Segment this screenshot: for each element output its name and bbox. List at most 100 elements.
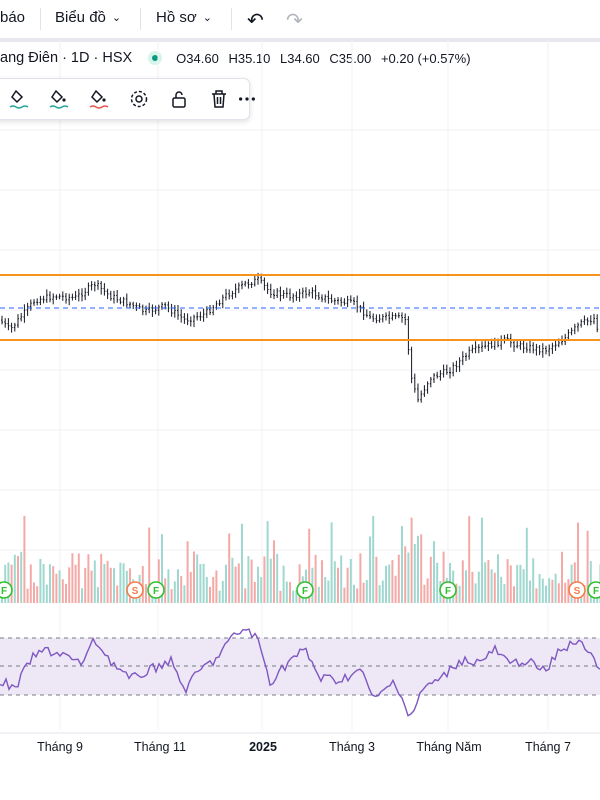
event-marker-circle	[587, 581, 600, 599]
volume-bar	[477, 571, 480, 603]
volume-bar	[503, 584, 506, 603]
volume-bar	[493, 572, 496, 603]
alerts-button[interactable]: báo	[0, 9, 25, 26]
settings-icon[interactable]	[125, 85, 153, 113]
volume-bar	[388, 564, 391, 603]
volume-bar	[122, 563, 125, 603]
time-axis-label: Tháng 9	[37, 740, 83, 754]
volume-bar	[276, 553, 279, 603]
volume-bar	[106, 560, 109, 603]
volume-bar	[52, 566, 55, 603]
volume-bar	[247, 556, 250, 603]
volume-bar	[561, 551, 563, 603]
volume-bar	[84, 567, 87, 603]
volume-bar	[554, 573, 557, 603]
volume-bar	[385, 565, 387, 603]
volume-bar	[36, 586, 39, 603]
volume-bar	[157, 559, 160, 603]
volume-bar	[295, 590, 298, 603]
volume-bar	[525, 527, 528, 603]
chart-menu-button[interactable]: Biểu đồ ⌄	[55, 9, 121, 26]
profile-menu-button[interactable]: Hồ sơ ⌄	[156, 9, 212, 26]
volume-bar	[29, 564, 32, 603]
volume-bar	[538, 574, 541, 603]
volume-bar	[327, 580, 330, 603]
time-axis-label: Tháng Năm	[416, 740, 481, 754]
symbol-title[interactable]: ang Điên · 1D · HSX	[0, 50, 133, 66]
event-marker-label: S	[574, 586, 581, 597]
volume-bar	[218, 590, 221, 603]
volume-bar	[343, 587, 346, 603]
volume-bar	[292, 590, 295, 603]
volume-bar	[378, 585, 381, 603]
volume-bar	[458, 585, 461, 603]
volume-bar	[359, 553, 362, 603]
volume-bar	[199, 564, 202, 603]
volume-bar	[391, 560, 394, 603]
price-candles	[1, 272, 599, 403]
volume-bar	[273, 540, 275, 603]
alerts-label: báo	[0, 9, 26, 26]
volume-bar	[417, 536, 419, 603]
toolbar-divider	[40, 8, 41, 30]
volume-bar	[577, 522, 579, 603]
volume-bar	[471, 571, 474, 603]
volume-bar	[468, 516, 471, 603]
time-axis: Tháng 9 Tháng 11 2025 Tháng 3 Tháng Năm Tháng…	[37, 740, 571, 754]
volume-bar	[340, 555, 343, 603]
line-color-icon[interactable]	[5, 85, 33, 113]
volume-bar	[500, 576, 503, 603]
volume-bar	[372, 515, 375, 603]
lock-icon[interactable]	[165, 85, 193, 113]
volume-bar	[541, 578, 544, 603]
chevron-down-icon: ⌄	[202, 12, 212, 24]
event-marker-circle	[439, 581, 457, 599]
text-color-icon[interactable]	[85, 85, 113, 113]
volume-bar	[257, 566, 259, 603]
volume-bar	[564, 582, 567, 603]
volume-bar	[333, 561, 336, 603]
redo-icon[interactable]: ↷	[286, 10, 303, 32]
delete-icon[interactable]	[205, 85, 233, 113]
more-icon[interactable]	[237, 85, 257, 113]
volume-bar	[461, 560, 464, 603]
volume-bar	[141, 566, 144, 603]
volume-bar	[177, 569, 179, 603]
volume-bar	[369, 536, 371, 603]
volume-bar	[362, 582, 365, 603]
volume-bar	[381, 580, 384, 603]
volume-bar	[33, 582, 35, 603]
volume-bar	[212, 576, 215, 603]
volume-bar	[321, 560, 323, 603]
event-marker-label: S	[132, 586, 139, 597]
event-marker-label: F	[445, 586, 451, 597]
undo-icon[interactable]: ↶	[247, 10, 264, 32]
open-value: O34.60	[176, 50, 219, 66]
volume-bar	[180, 576, 183, 603]
volume-bar	[183, 585, 186, 603]
volume-bar	[161, 534, 163, 603]
market-status-icon	[148, 51, 163, 65]
event-marker-circle	[568, 581, 586, 599]
volume-bar	[279, 590, 282, 603]
volume-bar	[74, 564, 77, 603]
close-value: C35.00	[329, 50, 372, 66]
volume-bar	[487, 560, 490, 603]
price-levels[interactable]	[0, 274, 600, 341]
volume-bar	[26, 588, 29, 603]
volume-bar	[77, 553, 80, 603]
toolbar-divider	[231, 8, 232, 30]
rsi-panel	[0, 628, 600, 717]
event-marker-circle	[296, 581, 314, 599]
volume-bar	[509, 565, 512, 603]
time-axis-label: 2025	[249, 740, 277, 754]
volume-bar	[23, 515, 26, 603]
volume-bar	[490, 569, 493, 603]
volume-bar	[205, 577, 208, 603]
volume-bar	[10, 564, 13, 603]
event-marker-label: F	[593, 586, 599, 597]
low-value: L34.60	[280, 50, 320, 66]
fill-color-icon[interactable]	[45, 85, 73, 113]
